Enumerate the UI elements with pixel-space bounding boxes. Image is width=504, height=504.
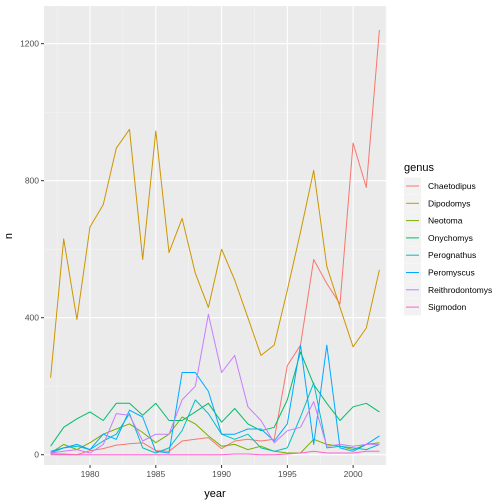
legend-label: Dipodomys: [428, 198, 471, 208]
y-tick-label: 0: [34, 450, 39, 460]
y-tick-label: 1200: [20, 39, 39, 49]
legend-label: Onychomys: [428, 233, 473, 243]
x-tick-label: 1985: [146, 469, 165, 479]
series-line-neotoma: [50, 416, 380, 454]
x-axis-title: year: [204, 488, 226, 500]
x-tick-label: 1980: [81, 469, 100, 479]
series-line-chaetodipus: [50, 29, 380, 456]
legend-label: Peromyscus: [428, 268, 475, 278]
x-tick-label: 1990: [212, 469, 231, 479]
legend-label: Sigmodon: [428, 302, 467, 312]
panel-background: [44, 6, 386, 465]
legend-label: Neotoma: [428, 216, 463, 226]
x-tick-label: 2000: [344, 469, 363, 479]
series-lines: [50, 29, 380, 456]
y-tick-label: 800: [25, 176, 39, 186]
y-axis-title: n: [3, 233, 15, 239]
series-line-peromyscus: [50, 344, 380, 454]
x-tick-label: 1995: [278, 469, 297, 479]
legend-label: Reithrodontomys: [428, 285, 492, 295]
legend-label: Perognathus: [428, 250, 476, 260]
series-line-dipodomys: [50, 128, 380, 378]
legend-label: Chaetodipus: [428, 181, 476, 191]
series-line-sigmodon: [50, 450, 380, 456]
legend-title: genus: [404, 162, 434, 174]
y-axis: 0 400 800 1200: [20, 39, 44, 460]
grid-major: [44, 6, 386, 465]
y-tick-label: 400: [25, 313, 39, 323]
series-line-reithrodontomys: [50, 313, 380, 454]
legend: genus Chaetodipus Dipodomys Neotoma Onychom…: [404, 162, 492, 316]
grid-minor: [44, 6, 387, 465]
x-axis: 1980 1985 1990 1995 2000: [81, 465, 363, 479]
